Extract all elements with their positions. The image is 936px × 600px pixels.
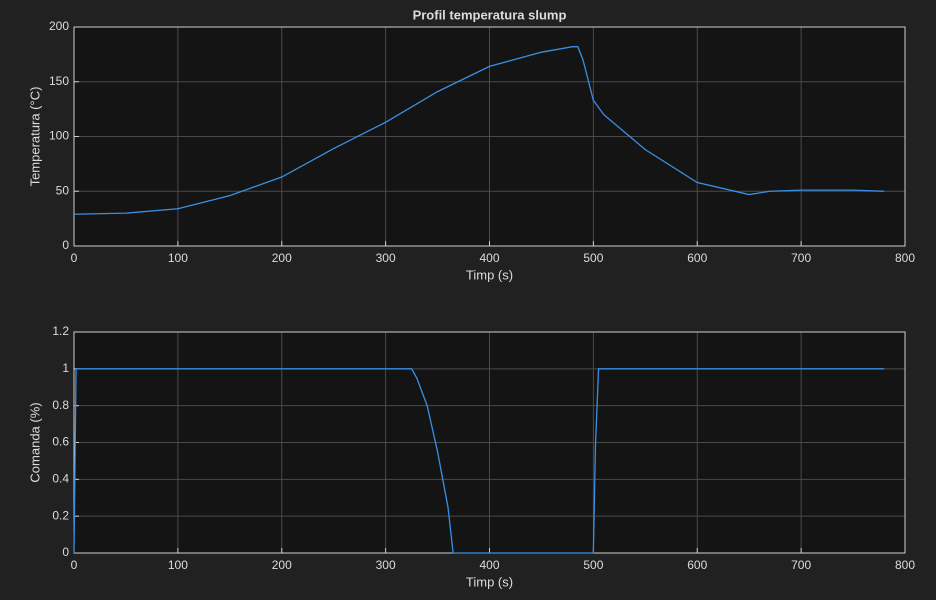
- x-tick-label: 100: [168, 251, 188, 265]
- x-tick-label: 400: [479, 558, 499, 572]
- data-line: [73, 368, 885, 554]
- x-tick-label: 800: [895, 558, 915, 572]
- x-tick-label: 700: [791, 251, 811, 265]
- y-tick-label: 0: [62, 238, 69, 252]
- x-tick-label: 500: [583, 251, 603, 265]
- y-tick-label: 150: [49, 74, 69, 88]
- y-tick-label: 1: [62, 361, 69, 375]
- x-tick-label: 0: [71, 558, 78, 572]
- x-tick-label: 400: [479, 251, 499, 265]
- y-axis-label: Temperatura (°C): [27, 87, 42, 187]
- chart-title: Profil temperatura slump: [413, 7, 567, 22]
- x-tick-label: 100: [168, 558, 188, 572]
- x-tick-label: 700: [791, 558, 811, 572]
- y-tick-label: 0.2: [52, 508, 69, 522]
- x-tick-label: 800: [895, 251, 915, 265]
- x-tick-label: 0: [71, 251, 78, 265]
- x-tick-label: 200: [272, 558, 292, 572]
- x-tick-label: 300: [376, 558, 396, 572]
- x-tick-label: 500: [583, 558, 603, 572]
- y-tick-label: 0.4: [52, 472, 69, 486]
- y-tick-label: 100: [49, 129, 69, 143]
- y-axis-label: Comanda (%): [27, 402, 42, 482]
- x-tick-label: 600: [687, 558, 707, 572]
- y-tick-label: 0.6: [52, 435, 69, 449]
- x-tick-label: 200: [272, 251, 292, 265]
- data-line: [73, 46, 885, 215]
- y-tick-label: 0.8: [52, 398, 69, 412]
- x-tick-label: 600: [687, 251, 707, 265]
- y-tick-label: 0: [62, 545, 69, 559]
- axes-frame: [73, 26, 906, 247]
- y-tick-label: 200: [49, 19, 69, 33]
- x-axis-label: Timp (s): [466, 267, 513, 282]
- y-tick-label: 50: [56, 183, 70, 197]
- x-axis-label: Timp (s): [466, 574, 513, 589]
- y-tick-label: 1.2: [52, 324, 69, 338]
- x-tick-label: 300: [376, 251, 396, 265]
